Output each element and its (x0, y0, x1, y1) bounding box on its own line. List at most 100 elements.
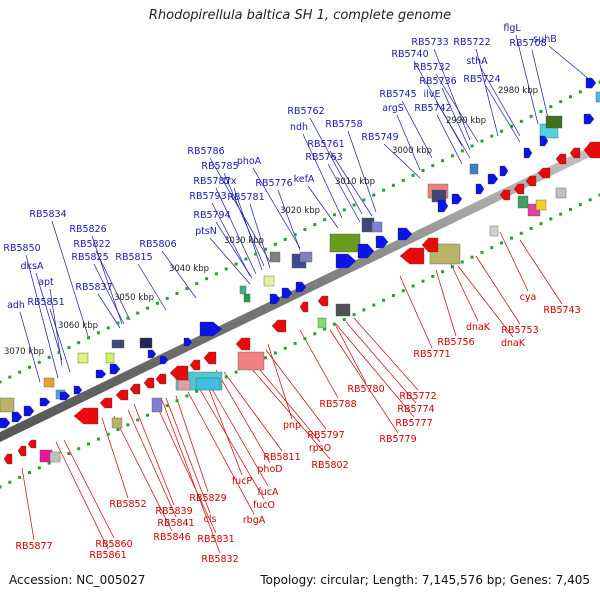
lower-ruler-dot (431, 274, 435, 278)
reverse-gene-label: RB5743 (543, 305, 580, 316)
feature-block (329, 233, 361, 253)
forward-gene-label: suhB (533, 34, 557, 45)
upper-ruler-dot (342, 208, 346, 212)
reverse-leader-line (335, 325, 367, 384)
forward-gene-arrow (295, 281, 307, 293)
forward-gene-arrow (281, 287, 293, 299)
lower-ruler-dot (510, 236, 513, 240)
feature-block (489, 225, 499, 237)
upper-ruler-dot (598, 80, 600, 84)
reverse-gene-arrow (499, 189, 511, 201)
lower-ruler-dot (470, 255, 474, 259)
lower-ruler-dot (273, 351, 277, 355)
forward-gene-label: kefA (294, 174, 315, 185)
forward-leader-line (307, 185, 339, 229)
scale-label: 3030 kbp (224, 236, 264, 246)
lower-ruler-dot (136, 418, 140, 422)
upper-ruler-dot (165, 296, 169, 300)
reverse-leader-line (449, 261, 479, 322)
lower-ruler-dot (342, 318, 346, 321)
reverse-gene-arrow (155, 373, 167, 385)
lower-ruler-dot (224, 375, 228, 379)
forward-gene-label: RB5786 (187, 146, 224, 157)
reverse-gene-label: rpsO (309, 443, 331, 454)
upper-ruler-dot (57, 351, 61, 354)
reverse-gene-label: RB5811 (263, 452, 300, 463)
scale-label: 2980 kbp (498, 86, 538, 96)
forward-gene-label: ndh (290, 122, 308, 133)
reverse-gene-label: RB5829 (189, 493, 226, 504)
lower-ruler-dot (578, 203, 582, 207)
forward-gene-label: argS (382, 103, 404, 114)
forward-gene-arrow (0, 417, 11, 429)
upper-ruler-dot (313, 223, 317, 227)
lower-ruler-dot (0, 485, 2, 489)
lower-ruler-dot (500, 241, 504, 245)
reverse-leader-line (223, 371, 283, 452)
reverse-gene-arrow (421, 237, 439, 253)
reverse-gene-label: RB5860 (95, 539, 132, 550)
feature-block (299, 251, 313, 263)
upper-ruler-dot (460, 149, 464, 153)
forward-gene-label: RB5763 (305, 152, 342, 163)
forward-leader-line (223, 172, 265, 267)
lower-ruler-dot (116, 428, 120, 432)
forward-leader-line (51, 220, 89, 337)
reverse-leader-line (435, 269, 457, 337)
feature-block (111, 339, 125, 349)
forward-gene-arrow (583, 113, 595, 125)
forward-gene-label: RB5761 (307, 139, 344, 150)
forward-leader-line (277, 189, 301, 251)
feature-block (151, 397, 163, 413)
reverse-gene-label: RB5780 (347, 384, 384, 395)
lower-ruler-dot (549, 217, 553, 221)
reverse-gene-arrow (129, 383, 141, 395)
reverse-gene-label: fucA (257, 487, 279, 498)
feature-block (239, 285, 247, 295)
forward-gene-label: RB5806 (139, 239, 176, 250)
reverse-gene-label: RB5756 (437, 337, 474, 348)
upper-ruler-dot (391, 183, 395, 187)
forward-gene-label: RB5745 (379, 89, 416, 100)
lower-ruler-dot (18, 475, 22, 479)
lower-ruler-dot (411, 284, 415, 288)
lower-ruler-dot (391, 294, 395, 297)
reverse-gene-arrow (525, 175, 537, 187)
upper-ruler-dot (273, 242, 277, 246)
upper-ruler-dot (8, 375, 12, 379)
reverse-gene-label: RB5832 (201, 554, 238, 565)
feature-block (269, 251, 281, 263)
forward-gene-arrow (109, 363, 121, 375)
reverse-leader-line (499, 231, 529, 292)
forward-gene-label: trx (224, 176, 237, 187)
lower-ruler-dot (490, 246, 494, 250)
feature-block (535, 199, 547, 211)
upper-ruler-dot (234, 262, 238, 266)
label-leader-lines (19, 34, 591, 554)
lower-ruler-dot (569, 207, 572, 211)
forward-gene-arrow (159, 355, 169, 365)
feature-block (263, 275, 275, 287)
upper-ruler-dot (224, 267, 228, 271)
scale-label: 3000 kbp (392, 146, 432, 156)
lower-ruler-dot (598, 193, 600, 197)
reverse-gene-label: cls (204, 514, 217, 525)
forward-gene-label: RB5776 (255, 178, 292, 189)
forward-leader-line (95, 250, 131, 321)
upper-ruler-dot (510, 124, 513, 128)
lower-ruler-dot (87, 442, 90, 446)
reverse-gene-arrow (143, 377, 155, 389)
upper-ruler-dot (441, 159, 445, 163)
topology-text: Topology: circular; Length: 7,145,576 bp… (260, 573, 590, 587)
forward-gene-arrow (437, 199, 449, 213)
upper-ruler-dot (136, 311, 140, 315)
reverse-leader-line (353, 317, 419, 391)
forward-gene-label: RB5758 (325, 119, 362, 130)
feature-block (139, 337, 153, 349)
reverse-gene-label: phoD (257, 464, 282, 475)
reverse-gene-arrow (169, 365, 189, 381)
forward-gene-arrow (59, 391, 71, 401)
lower-ruler-dot (480, 250, 484, 254)
lower-ruler-dot (372, 303, 376, 307)
reverse-leader-line (475, 255, 521, 325)
